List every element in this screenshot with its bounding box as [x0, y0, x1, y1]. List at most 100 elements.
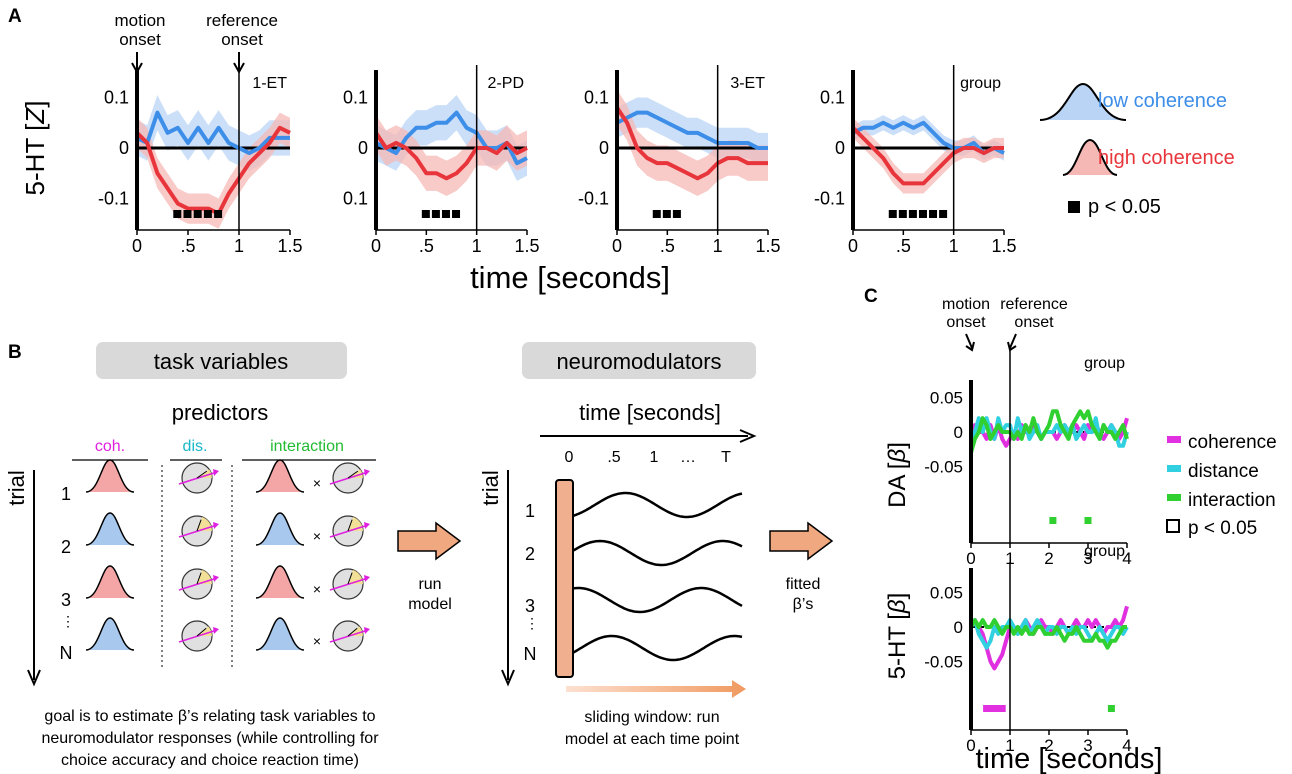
- series-line-interaction: [969, 618, 1127, 650]
- neuromodulators-box: [522, 342, 756, 379]
- y-tick-label: -0.1: [98, 189, 129, 209]
- significance-marker: [672, 210, 681, 218]
- x-tick-label: 1: [1005, 736, 1014, 755]
- y-tick-label: -0.1: [814, 189, 845, 209]
- significance-marker: [990, 705, 998, 712]
- panel-a-xlabel: time [seconds]: [470, 260, 670, 295]
- significance-marker: [193, 210, 202, 218]
- y-tick-label: 0: [119, 138, 129, 158]
- dial-needle: [196, 519, 202, 532]
- svg-text:goal is to estimate β’s relati: goal is to estimate β’s relating task va…: [44, 708, 375, 725]
- series-line-interaction: [969, 409, 1129, 454]
- band-high-coherence: [376, 115, 527, 196]
- neuromodulator-waves: [563, 491, 743, 662]
- significance-marker: [183, 210, 192, 218]
- panel-label-b: B: [8, 342, 22, 363]
- series-line-high-coherence: [135, 125, 291, 216]
- x-tick-label: 1: [472, 236, 482, 256]
- panel-label-c: C: [864, 286, 878, 307]
- dial-needle: [196, 572, 202, 585]
- subplot-title: group: [1084, 355, 1125, 372]
- dial-direction-line: [329, 629, 369, 643]
- significance-marker: [203, 210, 212, 218]
- x-tick-label: 2: [1044, 549, 1053, 568]
- times-sign: ×: [313, 475, 321, 491]
- significance-marker: [908, 210, 917, 218]
- x-tick-label: 0: [371, 236, 381, 256]
- gaussian-icon: [86, 566, 134, 598]
- y-tick-label: 0.05: [930, 584, 963, 603]
- reference-onset-label: reference onset: [206, 11, 278, 49]
- dial-arrowhead: [213, 575, 219, 582]
- x-tick-label: 0: [848, 236, 858, 256]
- significance-marker: [452, 210, 461, 218]
- svg-text:…: …: [680, 449, 696, 466]
- svg-text:model at each time point: model at each time point: [565, 731, 740, 748]
- dial-needle: [196, 627, 207, 637]
- dial-direction-line: [329, 577, 369, 591]
- svg-text:choice accuracy and choice rea: choice accuracy and choice reaction time…: [61, 752, 359, 769]
- y-tick-label: 0.1: [343, 88, 368, 108]
- band-high-coherence: [617, 89, 768, 196]
- series-line-high-coherence: [374, 131, 528, 181]
- dial-arrowhead: [364, 627, 370, 634]
- dial-sector: [348, 626, 363, 636]
- dial-needle: [347, 627, 358, 637]
- dial-arrowhead: [364, 575, 370, 582]
- panel-a-subplot-2: 0 .5 1 1.5 0.1 0 0.1 2-PD: [343, 65, 540, 256]
- y-tick-label: -0.05: [924, 653, 963, 672]
- y-tick-label: 0.05: [930, 389, 963, 408]
- 5ht-beta-ylabel: 5-HT [β]: [884, 593, 911, 680]
- svg-text:onset: onset: [221, 30, 263, 49]
- panel-a-ylabel: 5-HT [Z]: [20, 101, 50, 196]
- panel-a-subplot-1: 0 .5 1 1.5 0.1 0 -0.1 1-ET: [98, 65, 303, 256]
- subplot-title: 1-ET: [252, 75, 287, 92]
- gaussian-outline: [255, 512, 305, 546]
- y-tick-label: 0.1: [584, 88, 609, 108]
- trial-row-numbers-2: 1 2 3 ⋮ N: [524, 501, 540, 664]
- svg-text:1: 1: [525, 501, 535, 521]
- dial-direction-line: [178, 471, 218, 485]
- y-tick-label: 0: [954, 423, 963, 442]
- gaussian-outline: [85, 565, 135, 599]
- significance-marker: [214, 210, 223, 218]
- panel-a-legend: low coherence high coherence p < 0.05: [1039, 82, 1235, 218]
- dial-arrowhead: [213, 627, 219, 634]
- x-tick-label: 0: [132, 236, 142, 256]
- panel-label-a: A: [8, 6, 22, 27]
- x-tick-label: 0: [612, 236, 622, 256]
- svg-text:sliding window: run: sliding window: run: [584, 709, 719, 726]
- neuromodulators-heading: neuromodulators: [556, 349, 721, 374]
- panel-c-legend: coherence distance interaction p < 0.05: [1166, 432, 1277, 539]
- y-tick-label: 0: [358, 138, 368, 158]
- gaussian-icon: [86, 513, 134, 545]
- x-tick-label: 0: [966, 549, 975, 568]
- motion-onset-label: motion onset: [114, 11, 165, 49]
- gaussian-outline: [255, 617, 305, 651]
- dial-arrowhead: [364, 522, 370, 529]
- y-tick-label: -0.05: [924, 458, 963, 477]
- x-tick-label: .5: [896, 236, 911, 256]
- gaussian-outline: [85, 459, 135, 493]
- svg-text:onset: onset: [1014, 314, 1054, 331]
- trial-number: 2: [61, 537, 71, 557]
- dial-arrowhead: [364, 469, 370, 476]
- col-dis-label: dis.: [183, 438, 208, 455]
- gaussian-outline: [85, 617, 135, 651]
- panel-c-xlabel: time [seconds]: [976, 743, 1163, 774]
- x-tick-label: 4: [1122, 549, 1131, 568]
- significance-marker: [929, 210, 938, 218]
- dial-needle: [347, 470, 359, 479]
- dial-direction-line: [178, 524, 218, 538]
- svg-text:1: 1: [650, 449, 659, 466]
- svg-text:reference: reference: [1000, 296, 1068, 313]
- run-model-label-2: model: [408, 596, 452, 613]
- motion-onset-arrow: [131, 52, 143, 75]
- fitted-label-2: β’s: [793, 596, 814, 613]
- svg-text:.5: .5: [607, 449, 620, 466]
- gaussian-icon: [256, 513, 304, 545]
- series-line-high-coherence: [615, 106, 768, 181]
- subplot-title: group: [960, 75, 1001, 92]
- svg-text:reference: reference: [206, 11, 278, 30]
- svg-text:onset: onset: [119, 30, 161, 49]
